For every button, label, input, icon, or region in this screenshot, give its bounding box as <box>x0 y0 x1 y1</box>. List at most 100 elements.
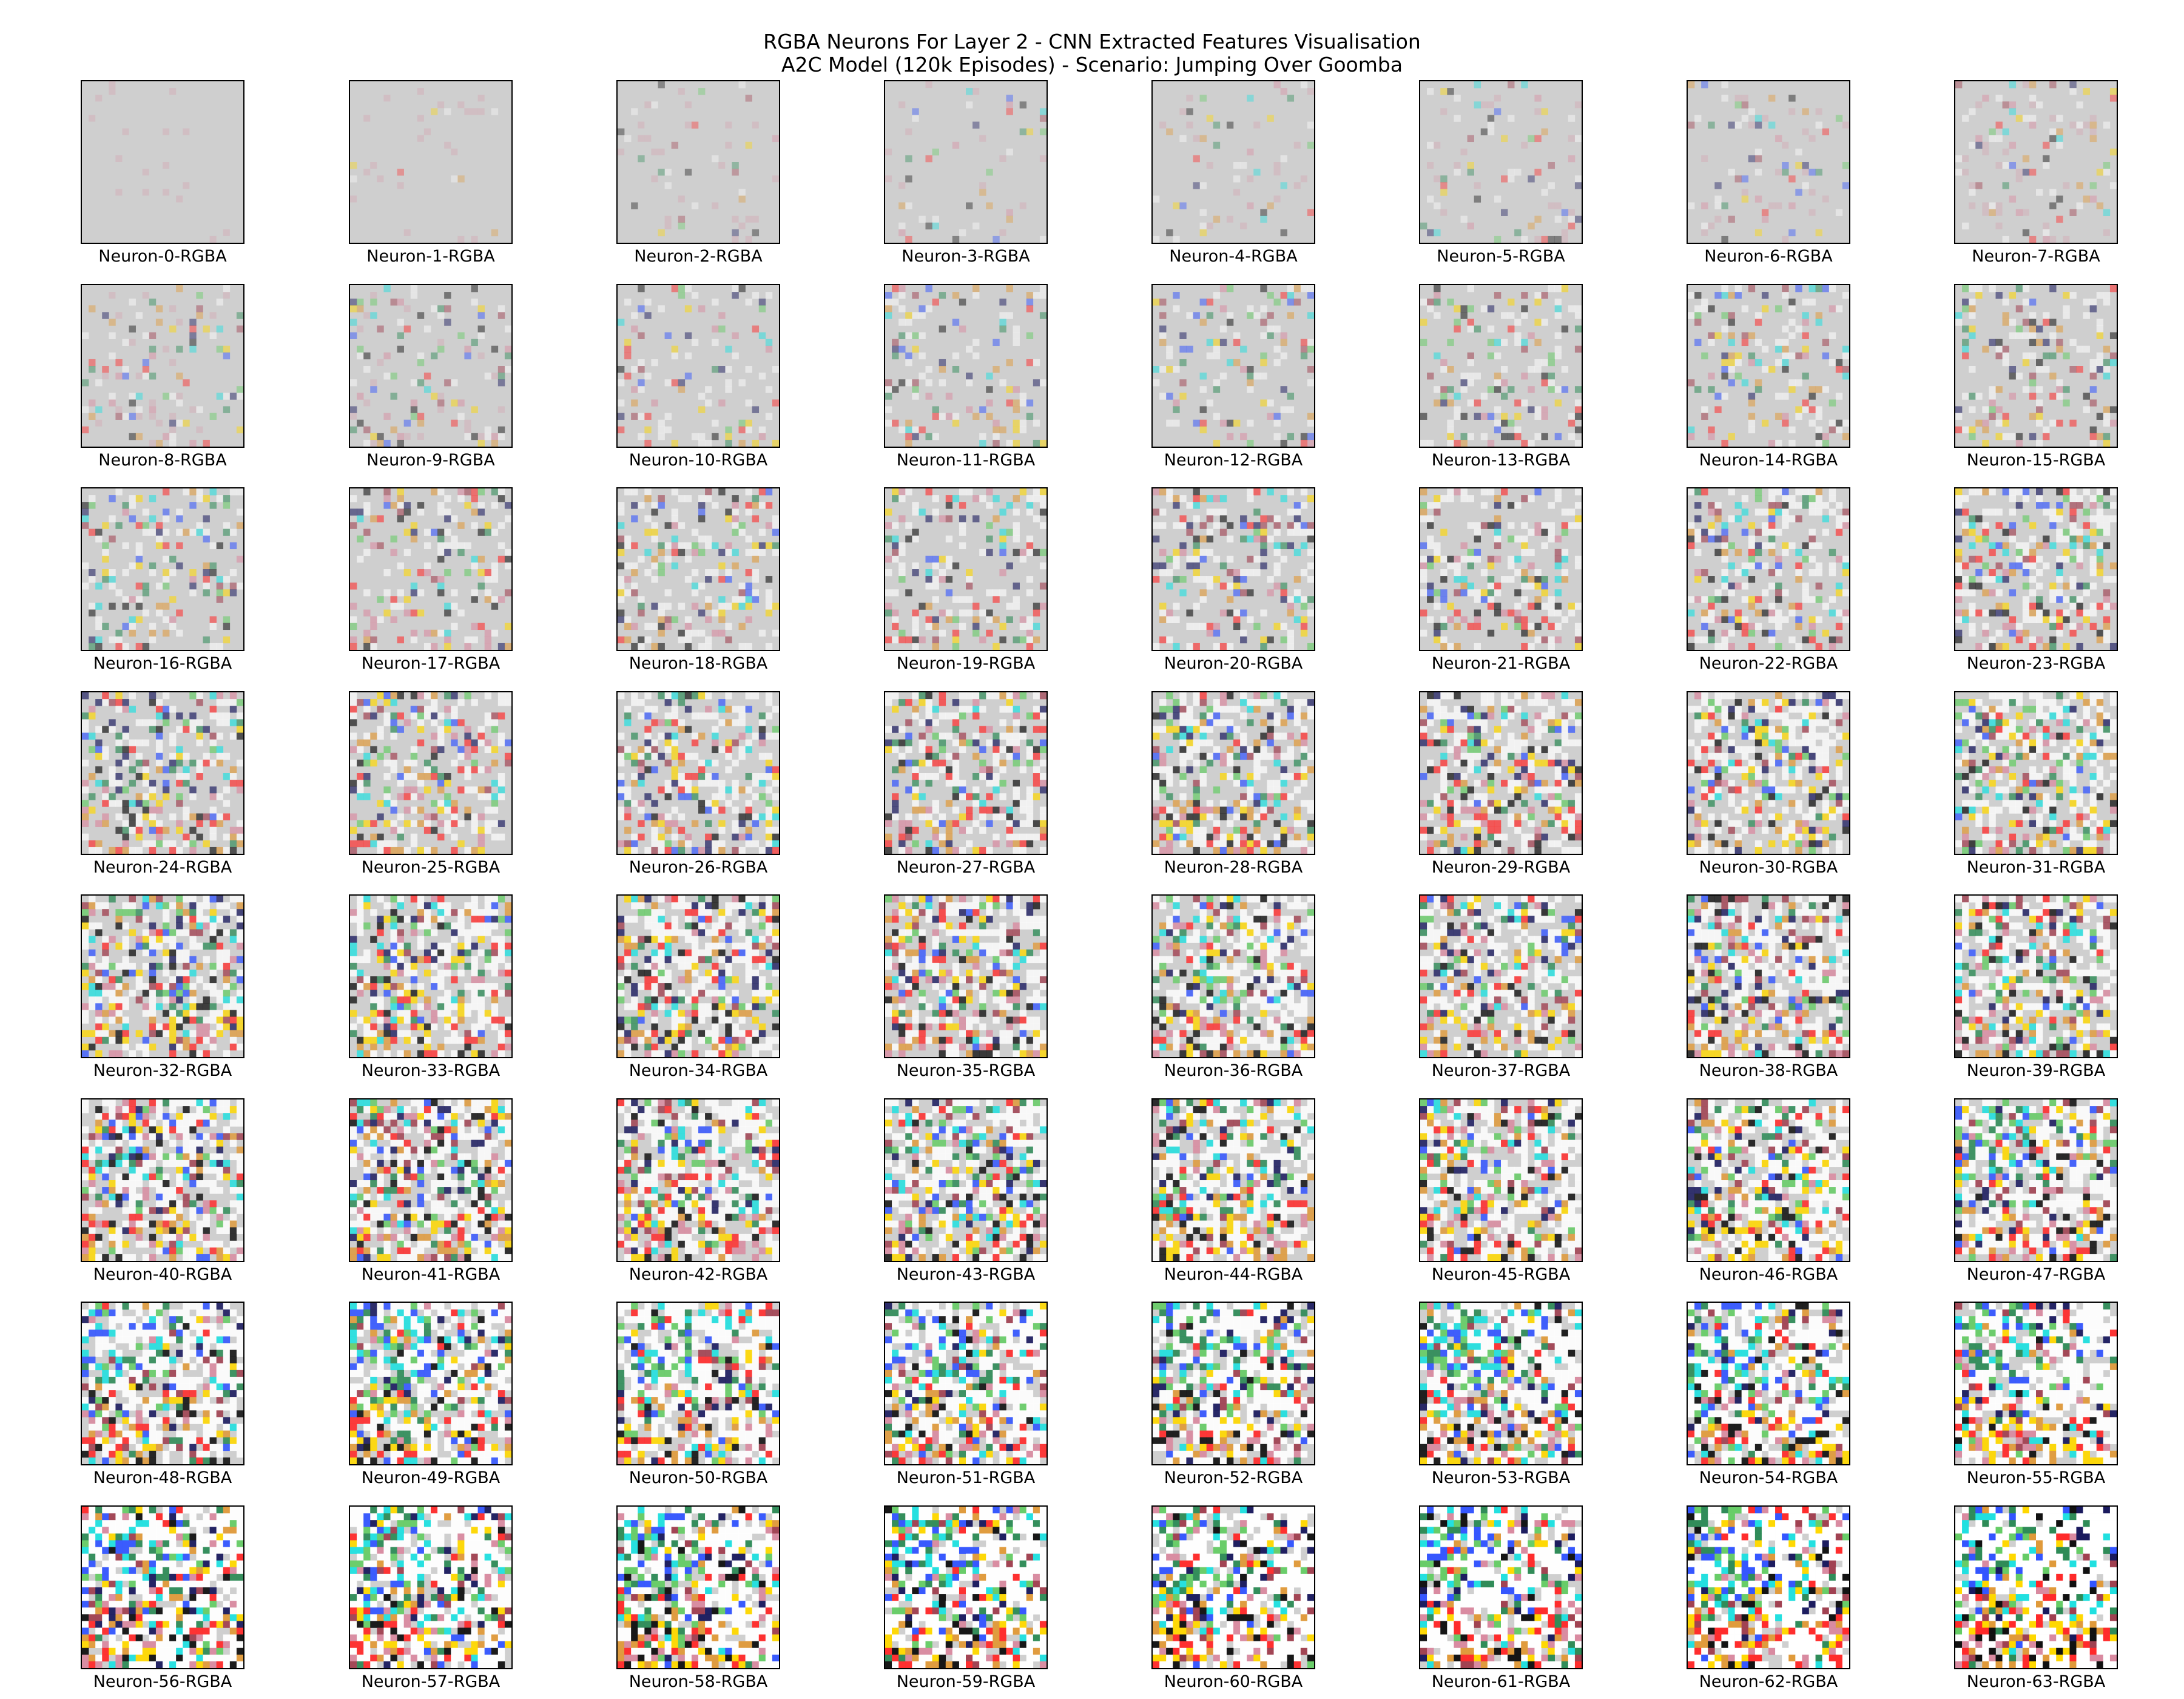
neuron-label: Neuron-20-RGBA <box>1127 655 1340 673</box>
neuron-panel: Neuron-2-RGBA <box>616 80 780 266</box>
neuron-activation-map <box>350 1507 511 1668</box>
neuron-panel: Neuron-20-RGBA <box>1151 487 1315 673</box>
neuron-label: Neuron-31-RGBA <box>1930 859 2142 877</box>
neuron-activation-map <box>1153 285 1314 447</box>
neuron-panel: Neuron-63-RGBA <box>1954 1505 2118 1691</box>
neuron-panel: Neuron-49-RGBA <box>349 1302 513 1487</box>
neuron-label: Neuron-55-RGBA <box>1930 1469 2142 1487</box>
neuron-panel: Neuron-47-RGBA <box>1954 1098 2118 1284</box>
neuron-activation-map <box>1955 488 2117 650</box>
neuron-panel: Neuron-7-RGBA <box>1954 80 2118 266</box>
neuron-image <box>349 894 513 1058</box>
neuron-panel: Neuron-29-RGBA <box>1419 691 1583 877</box>
neuron-panel: Neuron-27-RGBA <box>884 691 1048 877</box>
neuron-image <box>81 284 244 448</box>
neuron-label: Neuron-51-RGBA <box>860 1469 1072 1487</box>
neuron-label: Neuron-47-RGBA <box>1930 1266 2142 1284</box>
neuron-activation-map <box>82 1303 243 1464</box>
neuron-label: Neuron-54-RGBA <box>1662 1469 1875 1487</box>
neuron-panel: Neuron-13-RGBA <box>1419 284 1583 470</box>
neuron-label: Neuron-7-RGBA <box>1930 248 2142 266</box>
figure-title-line-1: RGBA Neurons For Layer 2 - CNN Extracted… <box>0 30 2184 53</box>
neuron-label: Neuron-29-RGBA <box>1395 859 1607 877</box>
neuron-activation-map <box>1688 692 1849 854</box>
neuron-activation-map <box>1955 692 2117 854</box>
neuron-label: Neuron-45-RGBA <box>1395 1266 1607 1284</box>
neuron-activation-map <box>1955 1507 2117 1668</box>
neuron-activation-map <box>618 81 779 243</box>
neuron-label: Neuron-9-RGBA <box>325 451 537 470</box>
neuron-activation-map <box>885 81 1046 243</box>
neuron-panel: Neuron-3-RGBA <box>884 80 1048 266</box>
neuron-image <box>1954 487 2118 651</box>
neuron-label: Neuron-27-RGBA <box>860 859 1072 877</box>
neuron-activation-map <box>618 1507 779 1668</box>
neuron-activation-map <box>350 1099 511 1261</box>
neuron-panel: Neuron-16-RGBA <box>81 487 244 673</box>
neuron-image <box>81 80 244 244</box>
neuron-label: Neuron-22-RGBA <box>1662 655 1875 673</box>
neuron-image <box>1954 284 2118 448</box>
neuron-panel: Neuron-28-RGBA <box>1151 691 1315 877</box>
neuron-image <box>349 1302 513 1465</box>
neuron-label: Neuron-32-RGBA <box>56 1062 269 1080</box>
neuron-image <box>81 487 244 651</box>
neuron-image <box>1419 284 1583 448</box>
neuron-panel: Neuron-56-RGBA <box>81 1505 244 1691</box>
neuron-activation-map <box>82 81 243 243</box>
neuron-image <box>616 487 780 651</box>
neuron-label: Neuron-33-RGBA <box>325 1062 537 1080</box>
neuron-panel: Neuron-39-RGBA <box>1954 894 2118 1080</box>
neuron-activation-map <box>1955 285 2117 447</box>
neuron-activation-map <box>885 285 1046 447</box>
neuron-activation-map <box>350 692 511 854</box>
neuron-image <box>1687 80 1850 244</box>
neuron-activation-map <box>1420 285 1582 447</box>
neuron-panel: Neuron-11-RGBA <box>884 284 1048 470</box>
neuron-image <box>616 894 780 1058</box>
neuron-image <box>349 691 513 855</box>
neuron-panel: Neuron-32-RGBA <box>81 894 244 1080</box>
neuron-label: Neuron-34-RGBA <box>592 1062 804 1080</box>
neuron-image <box>1151 1505 1315 1669</box>
neuron-panel: Neuron-5-RGBA <box>1419 80 1583 266</box>
neuron-activation-map <box>1420 488 1582 650</box>
neuron-activation-map <box>618 488 779 650</box>
neuron-activation-map <box>82 488 243 650</box>
figure-title-line-2: A2C Model (120k Episodes) - Scenario: Ju… <box>0 53 2184 76</box>
neuron-label: Neuron-24-RGBA <box>56 859 269 877</box>
neuron-label: Neuron-12-RGBA <box>1127 451 1340 470</box>
neuron-activation-map <box>82 1507 243 1668</box>
neuron-label: Neuron-5-RGBA <box>1395 248 1607 266</box>
neuron-activation-map <box>1420 692 1582 854</box>
neuron-panel: Neuron-33-RGBA <box>349 894 513 1080</box>
neuron-label: Neuron-35-RGBA <box>860 1062 1072 1080</box>
neuron-image <box>349 80 513 244</box>
neuron-panel: Neuron-53-RGBA <box>1419 1302 1583 1487</box>
neuron-image <box>616 284 780 448</box>
neuron-image <box>1419 1098 1583 1262</box>
neuron-label: Neuron-1-RGBA <box>325 248 537 266</box>
neuron-label: Neuron-43-RGBA <box>860 1266 1072 1284</box>
neuron-panel: Neuron-62-RGBA <box>1687 1505 1850 1691</box>
neuron-panel: Neuron-50-RGBA <box>616 1302 780 1487</box>
neuron-image <box>81 1098 244 1262</box>
neuron-panel: Neuron-37-RGBA <box>1419 894 1583 1080</box>
neuron-activation-map <box>885 1303 1046 1464</box>
neuron-label: Neuron-40-RGBA <box>56 1266 269 1284</box>
neuron-label: Neuron-17-RGBA <box>325 655 537 673</box>
neuron-panel: Neuron-35-RGBA <box>884 894 1048 1080</box>
neuron-image <box>884 691 1048 855</box>
neuron-image <box>81 1505 244 1669</box>
neuron-panel: Neuron-23-RGBA <box>1954 487 2118 673</box>
neuron-activation-map <box>1688 81 1849 243</box>
neuron-label: Neuron-19-RGBA <box>860 655 1072 673</box>
neuron-label: Neuron-38-RGBA <box>1662 1062 1875 1080</box>
neuron-activation-map <box>1153 1099 1314 1261</box>
neuron-label: Neuron-26-RGBA <box>592 859 804 877</box>
neuron-panel: Neuron-61-RGBA <box>1419 1505 1583 1691</box>
neuron-image <box>616 1505 780 1669</box>
neuron-label: Neuron-58-RGBA <box>592 1673 804 1691</box>
neuron-image <box>884 894 1048 1058</box>
neuron-image <box>1151 894 1315 1058</box>
